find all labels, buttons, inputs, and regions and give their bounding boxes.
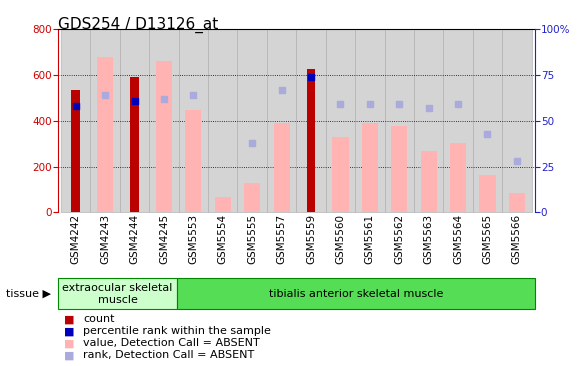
Text: count: count xyxy=(83,314,114,324)
FancyBboxPatch shape xyxy=(296,29,326,212)
Bar xyxy=(450,142,466,212)
Bar xyxy=(509,193,525,212)
Point xyxy=(277,87,286,93)
Point xyxy=(130,98,139,104)
FancyBboxPatch shape xyxy=(502,29,532,212)
Bar xyxy=(97,57,113,212)
FancyBboxPatch shape xyxy=(208,29,238,212)
Point xyxy=(248,140,257,146)
Point xyxy=(101,92,110,98)
Point xyxy=(394,101,404,107)
Bar xyxy=(215,197,231,212)
FancyBboxPatch shape xyxy=(91,29,120,212)
Point xyxy=(453,101,462,107)
FancyBboxPatch shape xyxy=(61,29,91,212)
Point xyxy=(365,101,375,107)
Point xyxy=(71,103,80,109)
Bar xyxy=(185,111,202,212)
Bar xyxy=(421,150,437,212)
Text: value, Detection Call = ABSENT: value, Detection Call = ABSENT xyxy=(83,338,260,348)
Text: ■: ■ xyxy=(64,326,74,336)
Point xyxy=(424,105,433,111)
Point xyxy=(159,96,168,102)
FancyBboxPatch shape xyxy=(267,29,296,212)
FancyBboxPatch shape xyxy=(238,29,267,212)
Point xyxy=(306,74,315,80)
Bar xyxy=(362,123,378,212)
Text: tissue ▶: tissue ▶ xyxy=(6,289,51,299)
Text: ■: ■ xyxy=(64,350,74,361)
Text: percentile rank within the sample: percentile rank within the sample xyxy=(83,326,271,336)
FancyBboxPatch shape xyxy=(149,29,179,212)
Bar xyxy=(479,175,496,212)
FancyBboxPatch shape xyxy=(443,29,473,212)
FancyBboxPatch shape xyxy=(414,29,443,212)
Text: ■: ■ xyxy=(64,338,74,348)
Bar xyxy=(391,127,407,212)
Bar xyxy=(71,90,80,212)
Text: rank, Detection Call = ABSENT: rank, Detection Call = ABSENT xyxy=(83,350,254,361)
FancyBboxPatch shape xyxy=(473,29,502,212)
Point xyxy=(336,101,345,107)
Bar xyxy=(244,183,260,212)
Point xyxy=(483,131,492,137)
Bar xyxy=(307,69,315,212)
Text: ■: ■ xyxy=(64,314,74,324)
Bar xyxy=(332,137,349,212)
Bar xyxy=(156,61,172,212)
FancyBboxPatch shape xyxy=(385,29,414,212)
Text: tibialis anterior skeletal muscle: tibialis anterior skeletal muscle xyxy=(268,289,443,299)
Bar xyxy=(130,77,139,212)
Bar xyxy=(274,123,290,212)
FancyBboxPatch shape xyxy=(355,29,385,212)
FancyBboxPatch shape xyxy=(120,29,149,212)
Point xyxy=(189,92,198,98)
FancyBboxPatch shape xyxy=(179,29,208,212)
FancyBboxPatch shape xyxy=(326,29,355,212)
Point xyxy=(512,158,522,164)
Text: GDS254 / D13126_at: GDS254 / D13126_at xyxy=(58,16,218,33)
Text: extraocular skeletal
muscle: extraocular skeletal muscle xyxy=(63,283,173,305)
